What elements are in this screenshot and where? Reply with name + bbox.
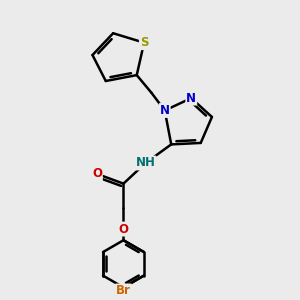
Text: NH: NH [136,157,155,169]
Text: O: O [118,223,128,236]
Text: O: O [92,167,102,180]
Text: Br: Br [116,284,131,298]
Text: N: N [160,104,170,117]
Text: S: S [140,36,148,49]
Text: N: N [186,92,196,105]
